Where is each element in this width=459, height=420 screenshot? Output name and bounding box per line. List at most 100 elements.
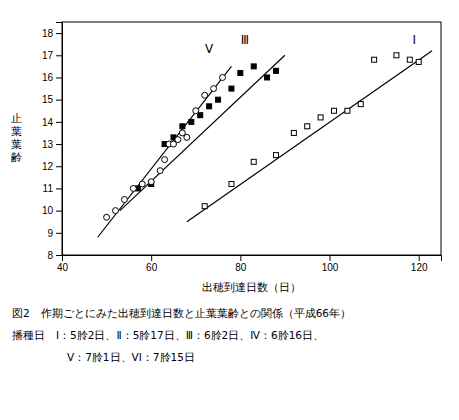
- series: [187, 51, 432, 222]
- caption: 図2 作期ごとにみた出穂到達日数と止葉葉齢との関係（平成66年）: [12, 307, 351, 319]
- series-label: Ⅲ: [241, 33, 249, 47]
- chart: 40 60 80 100 120 8 9 10 11 12 13 14 15 16 17 18 I Ⅲ V 出穂到達日…: [0, 0, 459, 420]
- point: [211, 86, 217, 92]
- tick-label: 8: [47, 250, 53, 261]
- tick-mark: [56, 55, 62, 56]
- point: [407, 57, 412, 62]
- tick: 14: [42, 117, 62, 128]
- point: [345, 108, 350, 113]
- y-axis: 8 9 10 11 12 13 14 15 16 17 18: [42, 23, 63, 261]
- caption: V：7朎1日、VI：7朎15日: [12, 351, 195, 363]
- fit-line: [120, 55, 285, 210]
- point: [207, 104, 212, 109]
- plot-frame: [62, 22, 441, 255]
- x-axis-label: 出穂到達日数（日）: [202, 281, 301, 294]
- tick-label: 13: [42, 139, 54, 150]
- tick-mark: [56, 100, 62, 101]
- tick-label: 40: [57, 262, 69, 273]
- tick: 9: [47, 228, 62, 239]
- point: [104, 214, 110, 220]
- point: [216, 97, 221, 102]
- fit-line: [98, 66, 232, 237]
- point: [162, 157, 168, 163]
- tick: 100: [322, 255, 339, 273]
- point: [202, 92, 208, 98]
- point: [358, 102, 363, 107]
- tick-mark: [56, 77, 62, 78]
- point: [198, 113, 203, 118]
- tick: 10: [42, 205, 62, 216]
- point: [229, 181, 234, 186]
- tick-mark: [56, 255, 62, 256]
- plot: 40 60 80 100 120 8 9 10 11 12 13 14 15 16 17 18 I Ⅲ V 出穂到達日…: [42, 22, 442, 294]
- tick-mark: [56, 144, 62, 145]
- point: [113, 208, 119, 214]
- tick: 15: [42, 94, 62, 105]
- point: [202, 204, 207, 209]
- tick: 16: [42, 72, 62, 83]
- tick-mark: [56, 188, 62, 189]
- series-label: I: [412, 33, 416, 47]
- tick: 18: [42, 28, 62, 39]
- tick-label: 120: [411, 262, 428, 273]
- x-axis: 40 60 80 100 120: [57, 255, 442, 273]
- caption: 播種日 Ⅰ：5朎2日、Ⅱ：5朎17日、Ⅲ：6朎2日、Ⅳ：6朎16日、: [12, 329, 324, 341]
- point: [394, 53, 399, 58]
- tick-mark: [419, 255, 420, 261]
- tick-label: 14: [42, 117, 54, 128]
- tick-mark: [330, 255, 331, 261]
- tick-mark: [56, 166, 62, 167]
- tick-label: 60: [146, 262, 158, 273]
- tick: 40: [57, 255, 69, 273]
- tick: 80: [235, 255, 247, 273]
- point: [274, 68, 279, 73]
- tick-mark: [151, 255, 152, 261]
- tick: 11: [43, 183, 62, 194]
- point: [238, 71, 243, 76]
- tick-label: 11: [43, 183, 54, 194]
- point: [305, 124, 310, 129]
- tick-label: 12: [42, 161, 54, 172]
- point: [251, 64, 256, 69]
- point: [139, 181, 145, 187]
- tick-mark: [56, 33, 62, 34]
- point: [291, 130, 296, 135]
- tick: 17: [42, 50, 62, 61]
- point: [318, 115, 323, 120]
- tick-mark: [56, 211, 62, 212]
- tick-label: 100: [322, 262, 339, 273]
- point: [193, 108, 199, 114]
- fit-line: [187, 51, 432, 222]
- series-label: V: [205, 42, 214, 56]
- tick: 12: [42, 161, 62, 172]
- point: [251, 159, 256, 164]
- point: [265, 75, 270, 80]
- tick-label: 9: [47, 228, 53, 239]
- point: [130, 185, 136, 191]
- tick: 13: [42, 139, 62, 150]
- point: [220, 74, 226, 80]
- marks: [98, 51, 432, 237]
- tick-label: 18: [42, 28, 54, 39]
- point: [372, 57, 377, 62]
- point: [229, 86, 234, 91]
- tick: 8: [47, 250, 62, 261]
- point: [157, 168, 163, 174]
- point: [175, 137, 181, 143]
- tick-label: 15: [42, 94, 54, 105]
- tick-label: 16: [42, 72, 54, 83]
- point: [274, 153, 279, 158]
- tick-mark: [56, 122, 62, 123]
- point: [148, 179, 154, 185]
- point: [416, 59, 421, 64]
- series: [120, 55, 285, 210]
- tick-label: 17: [42, 50, 54, 61]
- point: [121, 197, 127, 203]
- point: [331, 108, 336, 113]
- tick-label: 10: [42, 205, 54, 216]
- axis-line: [63, 256, 442, 262]
- y-axis-label: 止葉葉齢: [11, 112, 22, 164]
- point: [184, 134, 190, 140]
- tick-label: 80: [235, 262, 247, 273]
- series: [98, 66, 232, 237]
